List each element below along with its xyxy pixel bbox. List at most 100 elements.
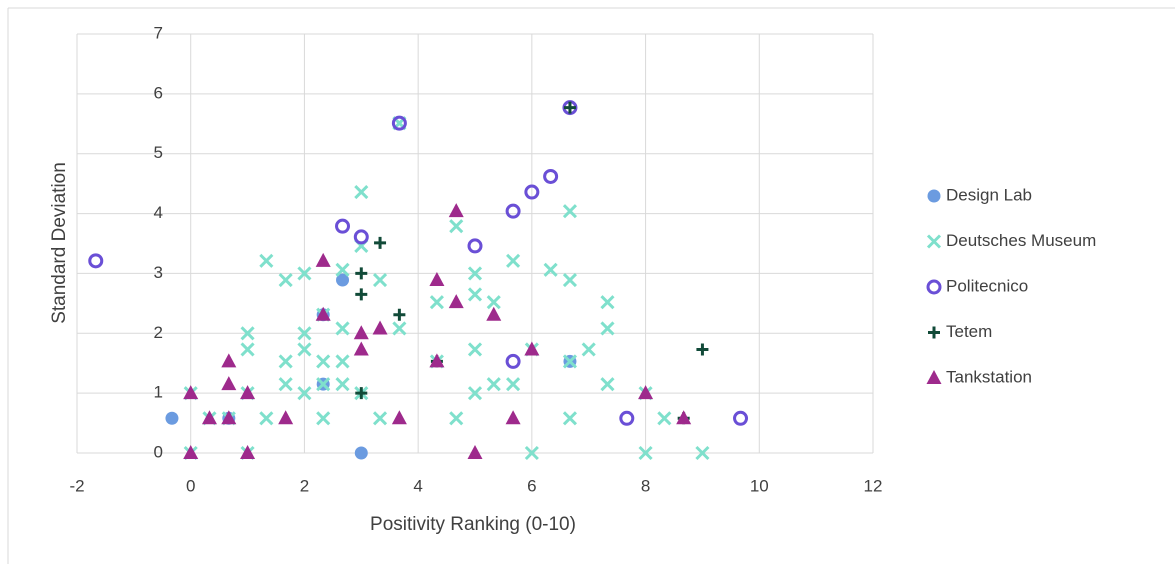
point bbox=[335, 354, 350, 369]
y-tick-label: 4 bbox=[154, 203, 163, 222]
point bbox=[563, 101, 576, 114]
point bbox=[372, 320, 388, 335]
point bbox=[467, 386, 483, 401]
point bbox=[429, 353, 445, 368]
y-tick-label: 7 bbox=[154, 23, 163, 42]
point bbox=[221, 410, 237, 425]
point bbox=[372, 272, 388, 288]
point bbox=[297, 342, 312, 357]
point bbox=[524, 445, 539, 461]
point bbox=[240, 342, 255, 357]
point bbox=[429, 272, 445, 287]
point bbox=[467, 445, 483, 459]
point bbox=[240, 326, 255, 341]
point bbox=[657, 411, 672, 426]
point bbox=[505, 353, 521, 369]
point bbox=[201, 410, 217, 425]
point bbox=[600, 377, 615, 392]
legend-marker bbox=[927, 189, 941, 203]
legend-marker bbox=[926, 234, 942, 249]
x-tick-label: 8 bbox=[641, 476, 650, 495]
point bbox=[259, 253, 274, 268]
point bbox=[676, 410, 692, 425]
x-tick-label: 12 bbox=[864, 476, 883, 495]
point bbox=[316, 377, 331, 392]
point bbox=[221, 376, 237, 391]
point bbox=[562, 272, 578, 288]
point bbox=[335, 218, 351, 234]
point bbox=[696, 343, 709, 356]
point bbox=[240, 445, 256, 459]
point bbox=[695, 445, 710, 461]
point bbox=[353, 229, 369, 245]
point bbox=[448, 294, 464, 309]
x-tick-label: 2 bbox=[300, 476, 309, 495]
point bbox=[448, 203, 464, 218]
point bbox=[524, 184, 540, 200]
point bbox=[524, 341, 540, 356]
point bbox=[278, 272, 293, 288]
point bbox=[467, 266, 483, 281]
point bbox=[562, 411, 578, 426]
point bbox=[355, 387, 368, 400]
point bbox=[467, 342, 483, 357]
point bbox=[391, 410, 407, 425]
legend-label: Design Lab bbox=[946, 185, 1032, 204]
point bbox=[354, 184, 369, 200]
point bbox=[278, 354, 293, 369]
point bbox=[543, 168, 559, 184]
point bbox=[297, 386, 312, 401]
point bbox=[391, 115, 407, 131]
legend-label: Deutsches Museum bbox=[946, 231, 1096, 250]
point bbox=[506, 377, 521, 392]
legend-label: Politecnico bbox=[946, 276, 1028, 295]
point bbox=[467, 287, 483, 302]
y-tick-label: 2 bbox=[154, 323, 163, 342]
point bbox=[543, 262, 558, 277]
point bbox=[505, 410, 521, 425]
legend-label: Tankstation bbox=[946, 367, 1032, 386]
point bbox=[315, 306, 331, 321]
y-tick-label: 0 bbox=[154, 442, 163, 461]
point bbox=[467, 238, 483, 254]
point bbox=[183, 445, 199, 459]
point bbox=[638, 445, 653, 461]
x-tick-label: 10 bbox=[750, 476, 769, 495]
point bbox=[336, 273, 350, 287]
point bbox=[619, 410, 635, 426]
point bbox=[486, 306, 502, 321]
x-tick-label: 4 bbox=[413, 476, 422, 495]
point bbox=[355, 288, 368, 301]
point bbox=[374, 236, 387, 249]
point bbox=[316, 354, 331, 369]
point bbox=[733, 410, 749, 426]
x-tick-label: 0 bbox=[186, 476, 195, 495]
y-tick-label: 3 bbox=[154, 263, 163, 282]
point bbox=[354, 446, 368, 460]
point bbox=[278, 410, 294, 425]
point bbox=[353, 325, 369, 340]
point bbox=[335, 377, 350, 392]
y-axis-title: Standard Deviation bbox=[49, 162, 70, 324]
point bbox=[562, 354, 578, 369]
point bbox=[505, 203, 521, 219]
point bbox=[562, 204, 578, 219]
point bbox=[88, 253, 104, 269]
point bbox=[297, 326, 312, 341]
x-tick-label: 6 bbox=[527, 476, 536, 495]
point bbox=[392, 321, 407, 336]
point bbox=[600, 295, 615, 310]
point bbox=[297, 266, 312, 281]
point bbox=[183, 385, 199, 400]
point bbox=[486, 377, 501, 392]
point bbox=[449, 411, 464, 426]
point bbox=[315, 252, 331, 267]
point bbox=[506, 253, 521, 268]
point bbox=[581, 342, 596, 357]
point bbox=[335, 321, 350, 336]
point bbox=[259, 411, 274, 426]
y-tick-label: 6 bbox=[154, 83, 163, 102]
y-tick-label: 5 bbox=[154, 143, 163, 162]
legend-marker bbox=[926, 279, 942, 295]
